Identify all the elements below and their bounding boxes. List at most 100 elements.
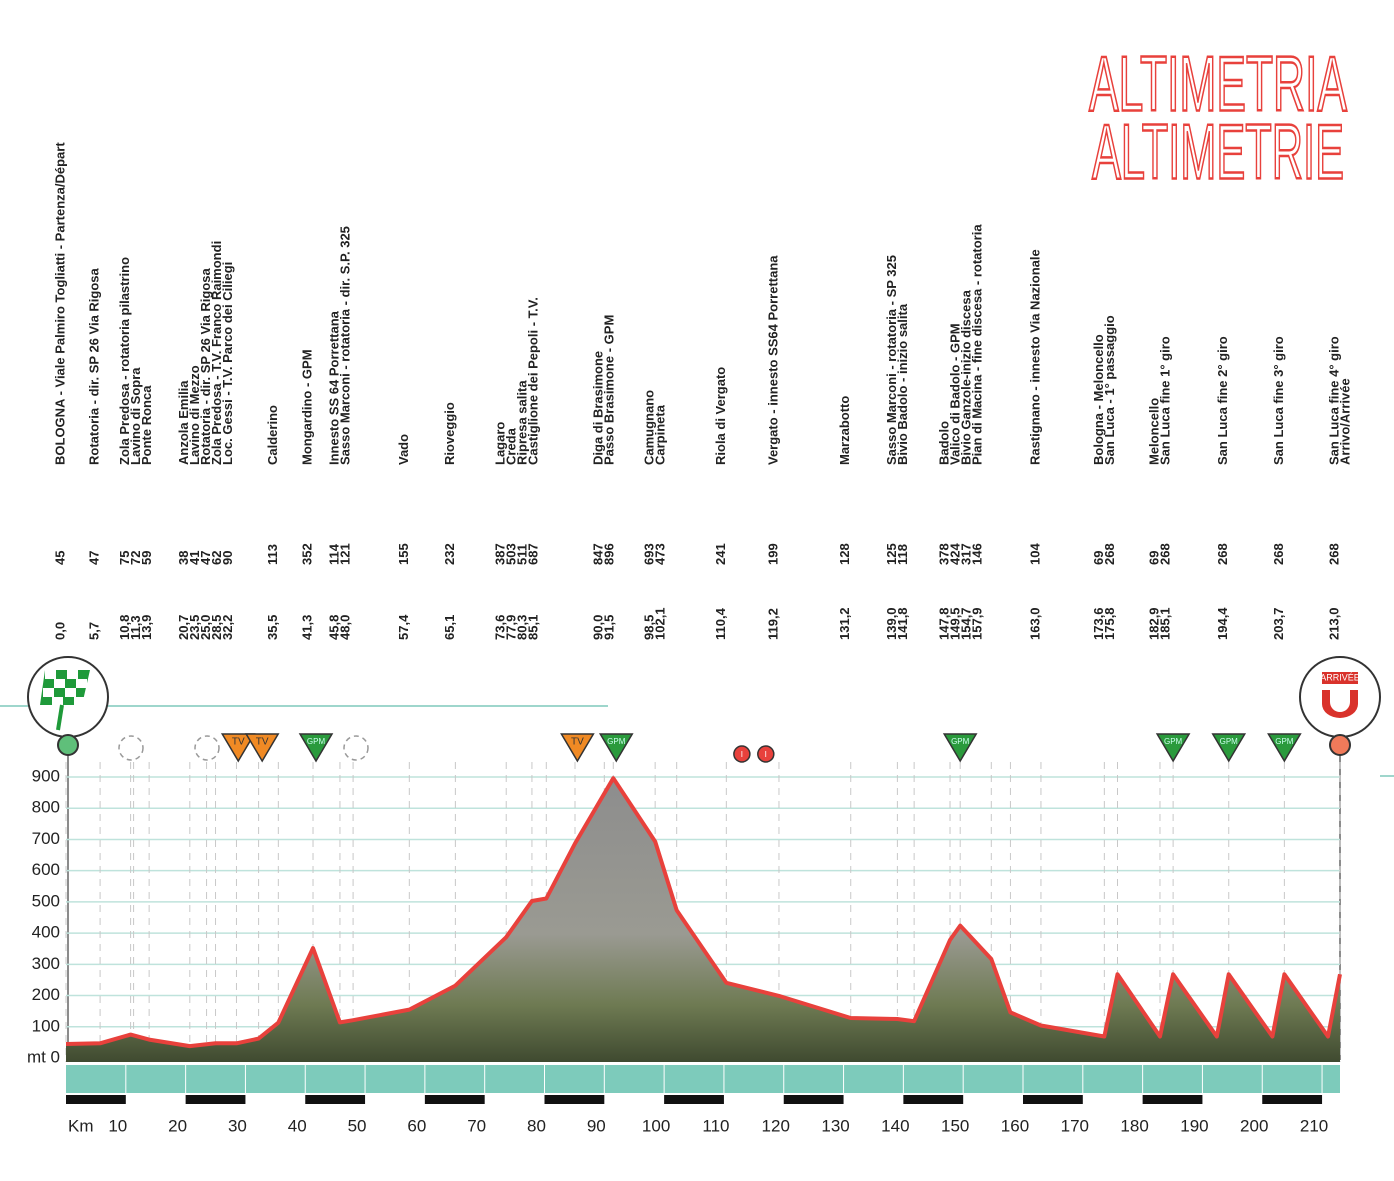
marker-label: I xyxy=(765,750,767,759)
waypoint-altitude: 199 xyxy=(765,543,780,565)
y-tick-label: 200 xyxy=(32,985,60,1004)
sprint-circle xyxy=(343,735,369,761)
waypoint-km: 163,0 xyxy=(1027,607,1042,640)
waypoint-name: San Luca fine 3° giro xyxy=(1271,336,1286,465)
waypoint-km: 182,9 xyxy=(1146,607,1161,640)
waypoint-altitude: 47 xyxy=(198,551,213,565)
x-tick-label: 50 xyxy=(348,1116,367,1135)
waypoint-km: 154,7 xyxy=(958,607,973,640)
waypoint-name: Badolo xyxy=(936,421,951,465)
x-tick-label: 200 xyxy=(1240,1116,1268,1135)
waypoint-km: 147,8 xyxy=(936,607,951,640)
waypoint-altitude: 687 xyxy=(526,543,541,565)
chart-title: ALTIMETRIA xyxy=(1089,40,1347,128)
waypoint-km: 28,5 xyxy=(209,615,224,640)
waypoint-name: Lavino di Sopra xyxy=(128,367,143,465)
waypoint-altitude: 378 xyxy=(936,543,951,565)
sprint-circle xyxy=(118,735,144,761)
waypoint-km: 149,5 xyxy=(947,607,962,640)
waypoint-km: 77,9 xyxy=(504,615,519,640)
marker-label: TV xyxy=(571,737,584,748)
y-tick-label: 100 xyxy=(32,1016,60,1035)
waypoint-name: Calderino xyxy=(265,405,280,465)
waypoint-km: 25,0 xyxy=(198,615,213,640)
waypoint-altitude: 268 xyxy=(1271,543,1286,565)
waypoint-altitude: 693 xyxy=(642,543,657,565)
x-tick-label: 130 xyxy=(821,1116,849,1135)
x-tick-label: 140 xyxy=(881,1116,909,1135)
waypoint-name: Vado xyxy=(396,434,411,465)
waypoint-name: BOLOGNA - Viale Palmiro Togliatti - Part… xyxy=(52,142,67,465)
y-tick-label: 300 xyxy=(32,954,60,973)
waypoint-km: 203,7 xyxy=(1271,607,1286,640)
gpm-triangle xyxy=(598,733,634,763)
x-tick-label: 100 xyxy=(642,1116,670,1135)
x-tick-label: 30 xyxy=(228,1116,247,1135)
waypoint-km: 80,3 xyxy=(515,615,530,640)
marker-label: GPM xyxy=(1275,737,1294,746)
course-marker: GPM xyxy=(1155,733,1191,763)
waypoint-altitude: 69 xyxy=(1146,551,1161,565)
km-segment xyxy=(185,1095,246,1104)
course-marker: GPM xyxy=(598,733,634,763)
waypoint-name: Marzabotto xyxy=(837,396,852,465)
chart-subtitle: ALTIMETRIE xyxy=(1092,108,1344,196)
x-tick-label: 60 xyxy=(407,1116,426,1135)
waypoint-name: Loc. Gessi - T.V. Parco dei Ciliegi xyxy=(220,262,235,465)
x-tick-label: 20 xyxy=(168,1116,187,1135)
course-marker: TV xyxy=(220,733,256,763)
waypoint-altitude: 352 xyxy=(299,543,314,565)
waypoint-altitude: 155 xyxy=(396,543,411,565)
gpm-triangle xyxy=(298,733,334,763)
km-segment xyxy=(1022,1095,1083,1104)
waypoint-name: Carpineta xyxy=(653,404,668,465)
x-tick-label: 180 xyxy=(1120,1116,1148,1135)
marker-label: GPM xyxy=(307,737,326,746)
y-tick-label: mt 0 xyxy=(27,1047,60,1066)
km-segment xyxy=(544,1095,605,1104)
intermediate-sprint xyxy=(733,745,751,763)
km-segment xyxy=(1262,1095,1323,1104)
waypoint-name: Arrivo/Arrivée xyxy=(1337,378,1352,465)
profile-line xyxy=(65,776,1342,1049)
waypoint-name: Sasso Marconi - rotatoria - dir. S.P. 32… xyxy=(337,226,352,465)
waypoint-name: Rioveggio xyxy=(442,402,457,465)
waypoint-km: 41,3 xyxy=(299,615,314,640)
tv-triangle xyxy=(560,733,595,763)
waypoint-altitude: 268 xyxy=(1102,543,1117,565)
waypoint-km: 35,5 xyxy=(265,615,280,640)
intermediate-sprint xyxy=(757,745,775,763)
waypoint-name: Rotatoria - dir. SP 26 Via Rigosa xyxy=(198,267,213,465)
waypoint-km: 85,1 xyxy=(526,615,541,640)
waypoint-name: Meloncello xyxy=(1146,398,1161,465)
waypoint-name: Riola di Vergato xyxy=(713,367,728,465)
waypoint-km: 213,0 xyxy=(1326,607,1341,640)
waypoint-name: Zola Predosa - T.V. Franco Raimondi xyxy=(209,241,224,465)
start-icon xyxy=(27,656,109,1060)
course-marker: GPM xyxy=(298,733,334,763)
waypoint-name: Camugnano xyxy=(642,390,657,465)
waypoint-altitude: 232 xyxy=(442,543,457,565)
waypoint-name: Mongardino - GPM xyxy=(299,349,314,465)
waypoint-altitude: 511 xyxy=(515,544,530,565)
waypoint-name: San Luca fine 1° giro xyxy=(1157,336,1172,465)
x-tick-label: 150 xyxy=(941,1116,969,1135)
waypoint-altitude: 424 xyxy=(947,543,962,565)
y-tick-label: 500 xyxy=(32,891,60,910)
waypoint-name: San Luca fine 2° giro xyxy=(1215,336,1230,465)
waypoint-altitude: 38 xyxy=(176,551,191,565)
waypoint-name: Ripresa salita xyxy=(515,380,530,465)
waypoint-altitude: 118 xyxy=(895,544,910,565)
waypoint-km: 11,3 xyxy=(128,615,143,640)
y-tick-label: 900 xyxy=(32,766,60,785)
waypoint-km: 57,4 xyxy=(396,614,411,640)
marker-label: I xyxy=(741,750,743,759)
tv-triangle xyxy=(244,733,280,763)
waypoint-name: Creda xyxy=(504,427,519,465)
waypoint-altitude: 69 xyxy=(1091,551,1106,565)
waypoint-name: Rastignano - innesto Via Nazionale xyxy=(1027,249,1042,465)
waypoint-km: 48,0 xyxy=(337,615,352,640)
waypoint-km: 5,7 xyxy=(87,622,102,640)
waypoint-km: 65,1 xyxy=(442,615,457,640)
